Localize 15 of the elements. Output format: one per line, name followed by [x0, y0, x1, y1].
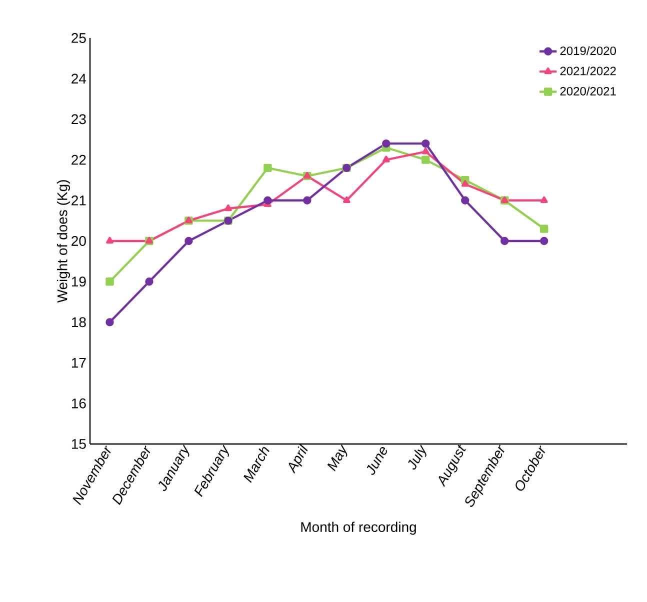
y-tick-label: 18 — [72, 317, 86, 328]
x-axis-title: Month of recording — [301, 522, 416, 535]
legend-label: 2020/2021 — [560, 86, 616, 96]
y-tick-label: 20 — [72, 236, 86, 246]
y-tick-label: 25 — [72, 33, 86, 43]
y-tick-label: 24 — [72, 74, 86, 84]
legend-label: 2021/2022 — [560, 66, 616, 76]
y-axis-title: Weight of does (Kg) — [56, 180, 70, 303]
y-tick-label: 19 — [72, 276, 86, 287]
y-tick-label: 21 — [72, 195, 86, 206]
y-tick-label: 16 — [72, 398, 86, 408]
y-tick-label: 17 — [72, 358, 86, 368]
y-tick-label: 23 — [72, 114, 86, 124]
legend-label: 2019/2020 — [560, 46, 616, 56]
y-tick-label: 22 — [72, 154, 86, 165]
